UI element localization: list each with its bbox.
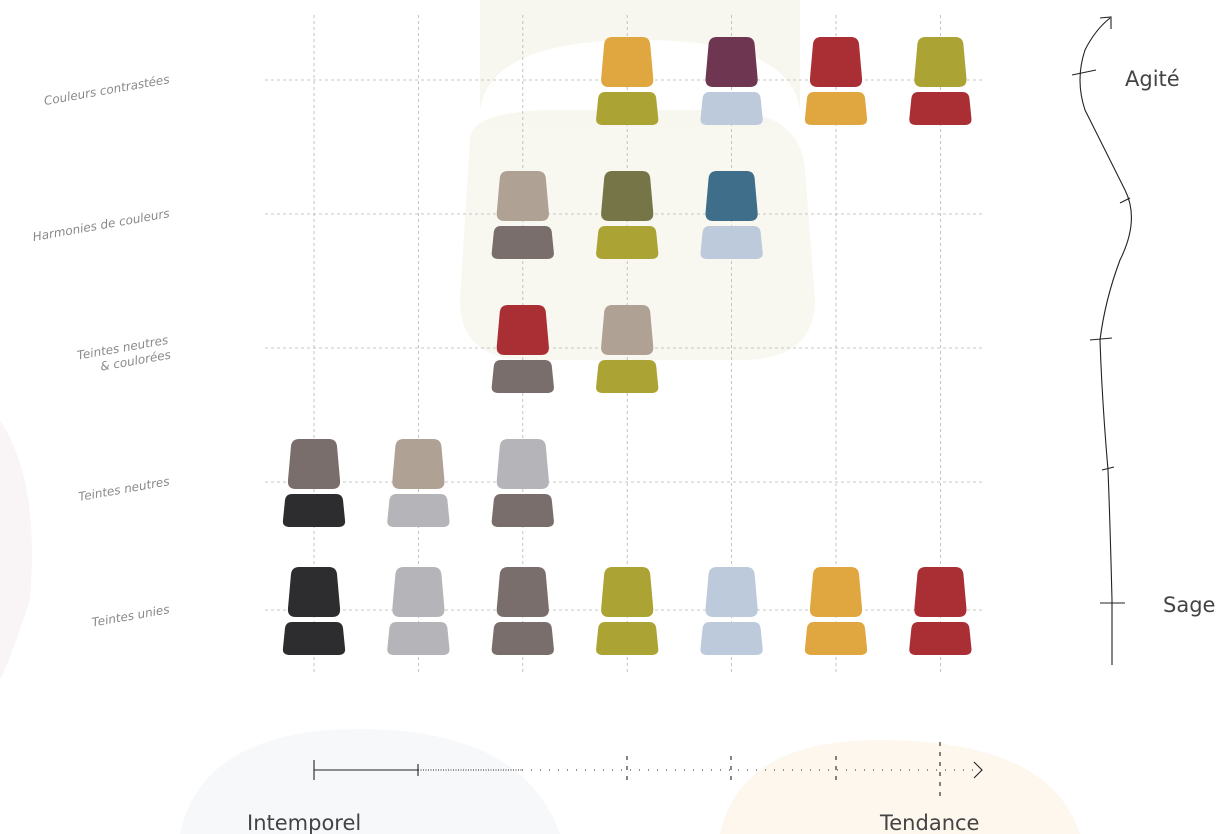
- axis-top-label: Agité: [1125, 67, 1180, 91]
- chair-seat: [700, 92, 762, 125]
- chair-seat: [909, 622, 971, 655]
- chair-seat: [492, 494, 554, 527]
- chair-seat: [283, 622, 345, 655]
- chair: [387, 567, 449, 655]
- chair-seat: [596, 360, 658, 393]
- chair-seat: [387, 622, 449, 655]
- chair-seat: [387, 494, 449, 527]
- vertical-axis: [1072, 17, 1131, 665]
- chair: [909, 37, 971, 125]
- row-label-line: Teintes neutres: [77, 474, 170, 504]
- chair-seat: [596, 622, 658, 655]
- axis-right-label: Tendance: [879, 811, 979, 834]
- row-labels: Couleurs contrastées Harmonies de couleur…: [32, 72, 172, 629]
- chair-back: [601, 171, 653, 221]
- chair-seat: [283, 494, 345, 527]
- chair-back: [288, 567, 340, 617]
- chair-seat: [805, 92, 867, 125]
- chair-back: [497, 305, 549, 355]
- chair-seat: [700, 226, 762, 259]
- chair-seat: [700, 622, 762, 655]
- row-label: Harmonies de couleurs: [32, 206, 171, 244]
- chair-seat: [805, 622, 867, 655]
- chair: [492, 567, 554, 655]
- chair: [700, 37, 762, 125]
- chair-seat: [492, 226, 554, 259]
- row-label: Teintes neutres: [77, 474, 170, 504]
- axis-left-label: Intemporel: [247, 811, 361, 834]
- chair-back: [601, 37, 653, 87]
- row-label: Teintes neutres& coulorées: [76, 333, 172, 378]
- chair-back: [914, 567, 966, 617]
- chair: [387, 439, 449, 527]
- row-label-line: Couleurs contrastées: [43, 72, 171, 108]
- chair: [805, 37, 867, 125]
- axis-bottom-label: Sage: [1163, 593, 1215, 617]
- chair: [596, 567, 658, 655]
- chair-back: [497, 171, 549, 221]
- chair: [283, 439, 345, 527]
- chair-seat: [596, 92, 658, 125]
- chair-back: [706, 171, 758, 221]
- chair-back: [497, 439, 549, 489]
- chair: [805, 567, 867, 655]
- row-label-line: Teintes unies: [91, 602, 171, 629]
- chair: [283, 567, 345, 655]
- chair-seat: [596, 226, 658, 259]
- chair: [596, 305, 658, 393]
- page: {"rows": [ {"label": ["Couleurs contrast…: [0, 0, 1225, 834]
- chair-back: [706, 37, 758, 87]
- chair-back: [914, 37, 966, 87]
- chair-back: [392, 439, 444, 489]
- chair: [909, 567, 971, 655]
- chair-seat: [909, 92, 971, 125]
- diagram: Couleurs contrastées Harmonies de couleur…: [0, 0, 1225, 834]
- background: [0, 0, 1080, 834]
- row-label-line: Harmonies de couleurs: [32, 206, 171, 244]
- row-label: Teintes unies: [91, 602, 171, 629]
- chair-back: [810, 567, 862, 617]
- chair-back: [810, 37, 862, 87]
- chair: [596, 171, 658, 259]
- chair: [492, 171, 554, 259]
- chair: [700, 171, 762, 259]
- chair-back: [601, 305, 653, 355]
- chair-back: [497, 567, 549, 617]
- chair: [492, 305, 554, 393]
- chair: [700, 567, 762, 655]
- row-label: Couleurs contrastées: [43, 72, 171, 108]
- chair-seat: [492, 622, 554, 655]
- chair-back: [288, 439, 340, 489]
- chair: [596, 37, 658, 125]
- chair-seat: [492, 360, 554, 393]
- chair-back: [706, 567, 758, 617]
- chair-back: [601, 567, 653, 617]
- chair: [492, 439, 554, 527]
- chair-back: [392, 567, 444, 617]
